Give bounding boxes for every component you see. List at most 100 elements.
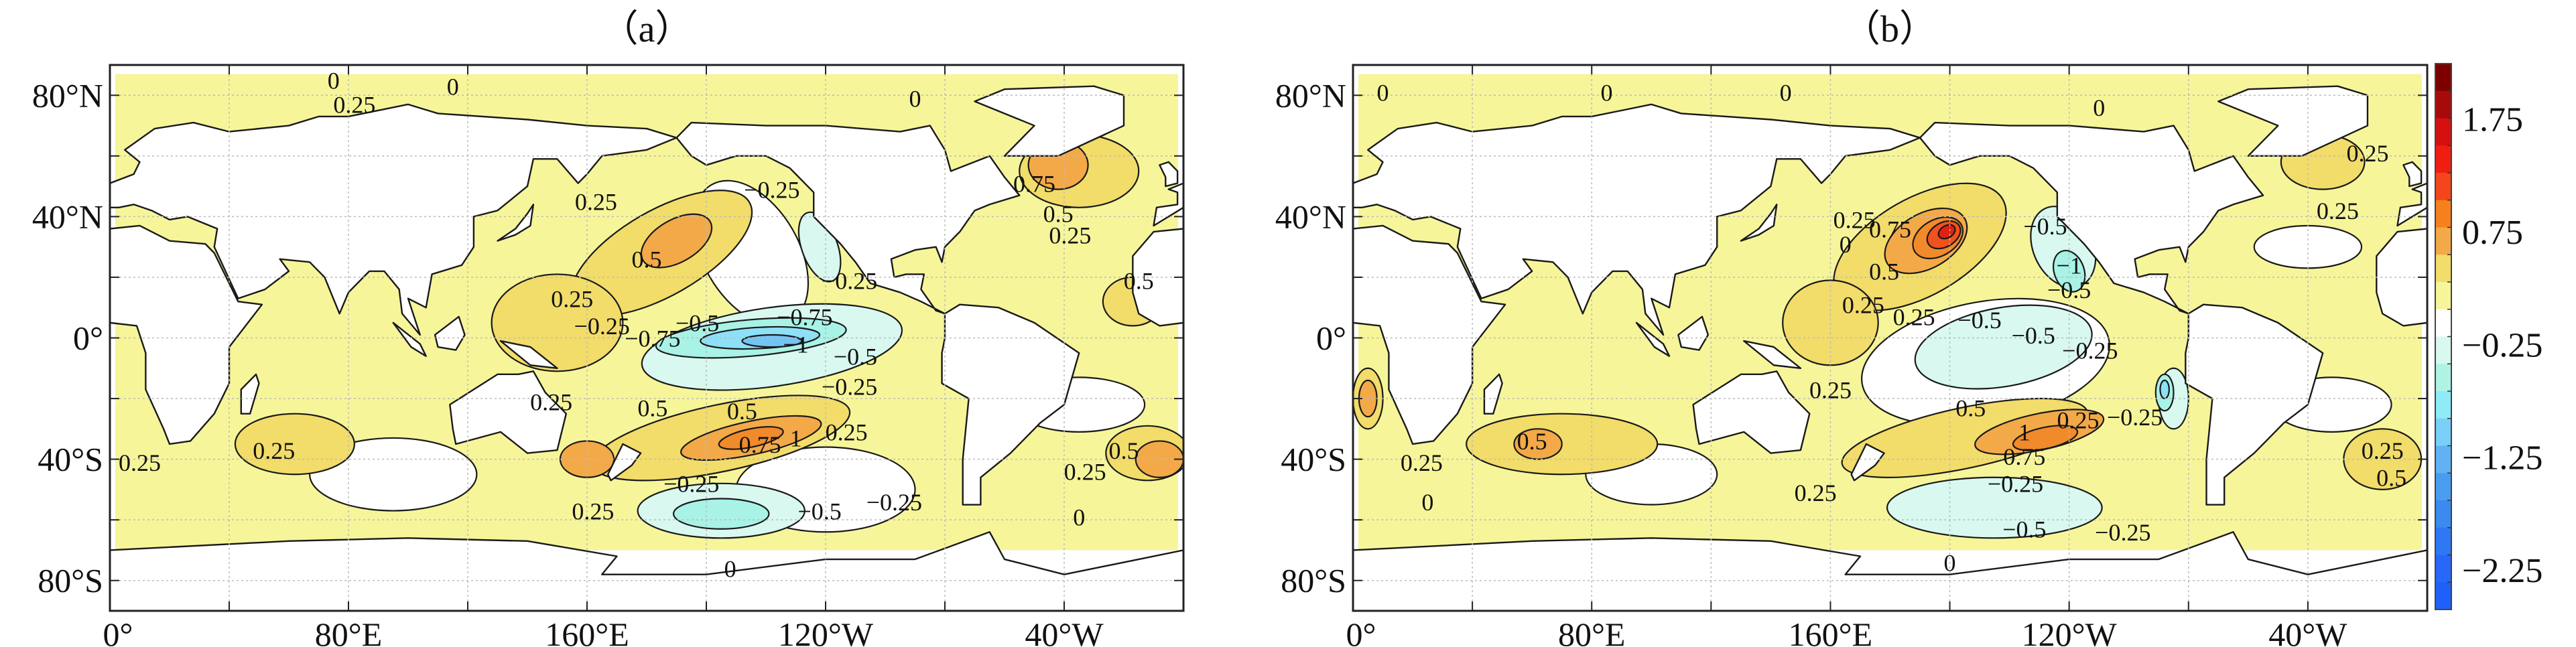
x-tick-label: 80°E xyxy=(1558,616,1626,647)
land-madagascar xyxy=(1483,373,1503,415)
contour-label: −1 xyxy=(783,331,808,358)
land-borneo xyxy=(1677,315,1710,351)
land-antarctica xyxy=(110,531,1183,611)
colorbar: 1.75 0.75 −0.25 −1.25 −2.25 xyxy=(2435,63,2542,610)
colorbar-band xyxy=(2435,200,2451,228)
contour-label: −0.25 xyxy=(866,489,922,516)
colorbar-frame xyxy=(2435,63,2452,610)
contour-label: −0.5 xyxy=(834,343,877,370)
contour-label: 0.25 xyxy=(572,498,614,524)
contour-label: 0.25 xyxy=(826,419,868,446)
colorbar-band xyxy=(2435,282,2451,310)
y-tick-label: 80°N xyxy=(32,76,103,114)
land-australia xyxy=(1692,370,1811,454)
contour-label: 0.25 xyxy=(1833,207,1876,234)
contour-label: −0.5 xyxy=(1957,307,2001,334)
panel-b-title: （b） xyxy=(1843,9,1937,50)
colorbar-band xyxy=(2435,473,2451,501)
anomaly-contour-region xyxy=(718,426,784,450)
land-greenland xyxy=(2217,85,2369,157)
contour-label: −0.5 xyxy=(2047,277,2091,303)
contour-label: 0.5 xyxy=(1517,428,1547,455)
contour-label: 0 xyxy=(724,555,736,582)
land-africa xyxy=(1353,224,1506,445)
anomaly-contour-region xyxy=(640,213,713,269)
land-greenland xyxy=(974,85,1125,157)
colorbar-band xyxy=(2435,255,2451,283)
colorbar-band xyxy=(2435,500,2451,528)
colorbar-band xyxy=(2435,227,2451,255)
contour-label: −0.5 xyxy=(2023,213,2067,240)
anomaly-contour-region xyxy=(309,437,478,512)
land-britain xyxy=(1159,161,1179,188)
contour-label: 0 xyxy=(1421,489,1433,516)
contour-label: −0.5 xyxy=(675,310,719,337)
contour-label: 0.25 xyxy=(1809,376,1852,403)
land-madagascar xyxy=(240,373,260,415)
colorbar-band xyxy=(2435,336,2451,364)
contour-label: 0 xyxy=(1600,80,1612,106)
contour-label: −0.25 xyxy=(2107,404,2163,431)
contour-label: −0.5 xyxy=(797,498,841,524)
panel-a-map: 0 0 0.25 0 0.75 0.5 0.25 0.25 0.5 −0.25 −0.25 0.25 −… xyxy=(32,64,1185,647)
contour-label: −0.25 xyxy=(663,471,719,498)
contour-label: 0.25 xyxy=(1401,449,1443,476)
contour-label: 0 xyxy=(1377,80,1389,106)
land-new-guinea xyxy=(1743,340,1802,369)
contour-label: 0 xyxy=(1840,231,1852,258)
contour-label: −0.25 xyxy=(1988,471,2043,498)
contour-label: 0.25 xyxy=(2362,437,2404,464)
colorbar-tick-label: 1.75 xyxy=(2462,101,2523,139)
x-tick-label: 40°W xyxy=(1025,616,1104,647)
contour-label: 0.25 xyxy=(119,449,161,476)
contour-label: 0.5 xyxy=(727,398,757,425)
land-antarctica xyxy=(1353,531,2427,611)
x-tick-label: 160°E xyxy=(1789,616,1873,647)
anomaly-contour-region xyxy=(1886,476,2103,539)
contour-label: −0.25 xyxy=(2095,519,2150,546)
land-europe-west xyxy=(2396,182,2427,227)
contour-label: 0 xyxy=(909,86,921,113)
x-tick-label: 120°W xyxy=(778,616,874,647)
anomaly-contour-region xyxy=(2159,379,2170,400)
contour-label: −0.75 xyxy=(625,325,680,352)
land-britain xyxy=(2402,161,2423,188)
land-europe-west xyxy=(1153,182,1183,227)
contour-label: −0.5 xyxy=(2012,322,2055,349)
colorbar-band xyxy=(2435,90,2451,119)
colorbar-tick-label: −2.25 xyxy=(2462,552,2542,590)
land-south-america xyxy=(941,303,1080,506)
contour-label: 0 xyxy=(1073,504,1085,530)
contour-label: 0.25 xyxy=(551,285,593,312)
colorbar-band xyxy=(2435,582,2451,610)
land-sumatra xyxy=(1635,321,1671,357)
anomaly-contour-region xyxy=(2053,250,2086,293)
contour-label: 0.5 xyxy=(1043,201,1074,228)
colorbar-band xyxy=(2435,145,2451,173)
contour-label: 0.5 xyxy=(1869,259,1899,285)
x-tick-label: 0° xyxy=(1346,616,1376,647)
y-tick-label: 0° xyxy=(1316,319,1346,357)
contour-label: 0.25 xyxy=(1064,459,1106,486)
contour-label: 0.75 xyxy=(739,431,781,458)
y-tick-label: 40°N xyxy=(1275,198,1346,235)
colorbar-band xyxy=(2435,391,2451,419)
colorbar-band xyxy=(2435,118,2451,146)
x-tick-label: 0° xyxy=(103,616,133,647)
x-tick-label: 160°E xyxy=(545,616,629,647)
colorbar-band xyxy=(2435,173,2451,201)
land-africa-west xyxy=(2376,228,2427,327)
contour-label: 0.25 xyxy=(530,388,572,415)
contour-label: −0.25 xyxy=(2062,337,2118,364)
contour-label: 0.25 xyxy=(1842,291,1884,318)
contour-label: 0.25 xyxy=(575,189,617,216)
contour-label: 0.5 xyxy=(1955,394,1986,421)
y-tick-label: 40°S xyxy=(38,441,103,478)
anomaly-contour-region xyxy=(2012,425,2079,451)
contour-label: 0 xyxy=(2093,94,2105,121)
colorbar-band xyxy=(2435,418,2451,446)
anomaly-contour-region xyxy=(1914,304,2093,390)
contour-label: 0.5 xyxy=(2376,465,2406,492)
